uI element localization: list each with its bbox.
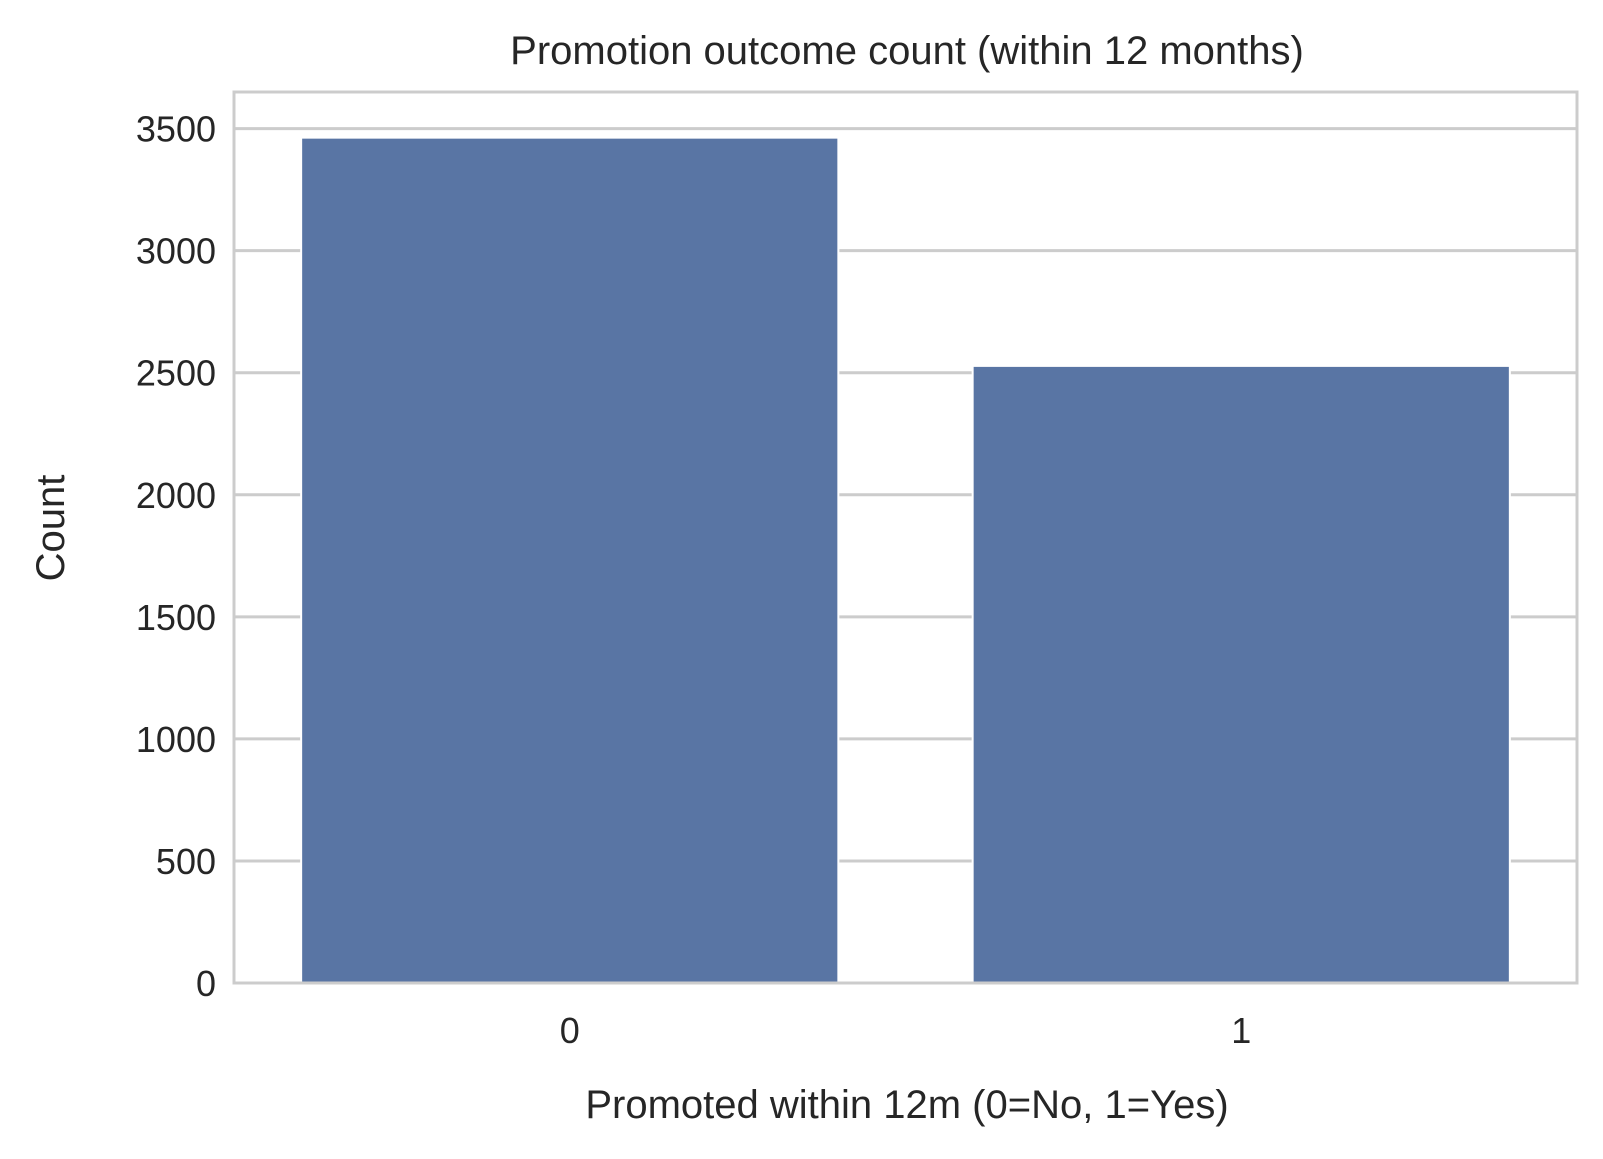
- y-tick-label: 1500: [136, 597, 216, 638]
- bar-1: [971, 364, 1511, 985]
- x-tick-label: 1: [1231, 1010, 1251, 1051]
- plot-frame: [232, 90, 1579, 985]
- y-tick-label: 2000: [136, 475, 216, 516]
- y-axis-label: Count: [29, 475, 73, 582]
- chart-title: Promotion outcome count (within 12 month…: [510, 29, 1304, 73]
- y-tick-label: 0: [196, 963, 216, 1004]
- y-tick-label: 1000: [136, 719, 216, 760]
- y-tick-label: 500: [156, 841, 216, 882]
- bars: [300, 136, 1511, 985]
- y-tick-labels: 0 500 1000 1500 2000 2500 3000 3500: [136, 109, 216, 1004]
- bar-0: [300, 136, 840, 984]
- y-tick-label: 3000: [136, 231, 216, 272]
- y-tick-label: 3500: [136, 109, 216, 150]
- x-tick-label: 0: [560, 1010, 580, 1051]
- y-tick-label: 2500: [136, 353, 216, 394]
- x-axis-label: Promoted within 12m (0=No, 1=Yes): [585, 1083, 1228, 1127]
